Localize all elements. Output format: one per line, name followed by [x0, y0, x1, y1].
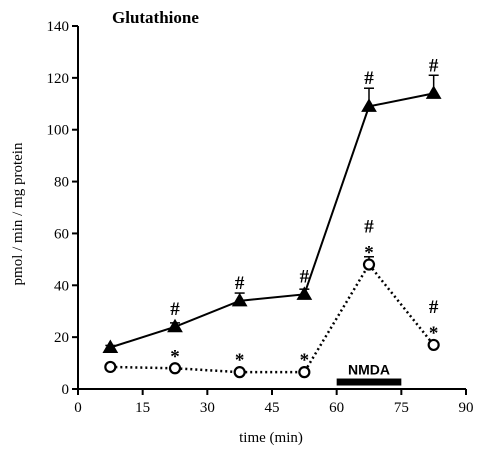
x-axis-title: time (min): [239, 430, 303, 446]
significance-hash: #: [429, 55, 439, 76]
y-tick-label: 60: [54, 226, 69, 242]
data-point-circle: [168, 362, 182, 375]
data-point-circle: [362, 258, 376, 271]
significance-hash: #: [364, 68, 374, 89]
series-line: [110, 92, 434, 349]
y-tick-label: 20: [54, 330, 69, 346]
significance-hash: #: [235, 273, 245, 294]
x-tick-label: 90: [459, 400, 474, 416]
y-tick-label: 80: [54, 175, 69, 191]
chart-title: Glutathione: [112, 8, 199, 27]
x-tick-label: 60: [329, 400, 344, 416]
significance-star: *: [300, 350, 310, 371]
data-point-triangle: [296, 286, 313, 300]
x-tick-label: 30: [200, 400, 215, 416]
significance-star: *: [364, 243, 374, 264]
significance-star: *: [235, 350, 245, 371]
nmda-bar: [336, 378, 402, 386]
significance-hash: #: [429, 297, 439, 318]
data-point-triangle: [231, 292, 248, 307]
data-point-triangle: [425, 85, 442, 99]
significance-star: *: [429, 323, 439, 344]
y-tick-label: 100: [47, 123, 70, 139]
significance-hash: #: [170, 299, 180, 320]
x-tick-label: 15: [135, 400, 150, 416]
data-point-circle: [104, 360, 117, 374]
data-point-circle: [233, 366, 246, 379]
series-line: [110, 262, 435, 374]
significance-star: *: [170, 346, 180, 367]
data-point-triangle: [361, 98, 377, 112]
significance-hash: #: [364, 217, 374, 238]
y-tick-label: 140: [47, 19, 70, 35]
y-axis-title: pmol / min / mg protein: [10, 142, 26, 285]
x-tick-label: 45: [265, 400, 280, 416]
data-point-circle: [298, 366, 311, 379]
significance-hash: #: [300, 266, 310, 287]
y-tick-label: 120: [47, 71, 70, 87]
x-tick-label: 75: [394, 400, 409, 416]
nmda-label: NMDA: [348, 362, 390, 378]
data-point-triangle: [102, 339, 119, 354]
data-point-circle: [427, 338, 440, 352]
data-point-triangle: [167, 318, 183, 333]
y-tick-label: 0: [62, 382, 70, 398]
y-tick-label: 40: [54, 278, 69, 294]
x-tick-label: 0: [74, 400, 82, 416]
plot-area: 0 20 40 60 80 100 120 140 0 15 30 45 60 75 90 # # # # # * * * *…: [47, 19, 474, 416]
